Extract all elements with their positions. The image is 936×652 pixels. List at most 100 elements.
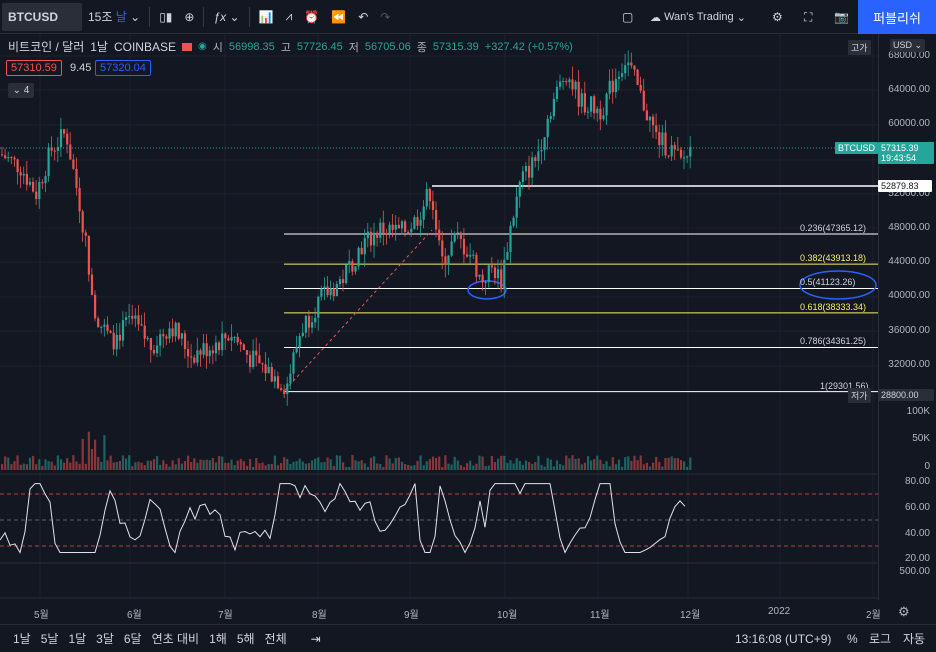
- templates-button[interactable]: ⩘: [280, 0, 299, 34]
- volume-bar: [10, 464, 13, 470]
- volume-bar: [670, 456, 673, 470]
- time-tick: 5월: [34, 610, 49, 621]
- price-tick: 60000.00: [888, 118, 930, 129]
- auto-toggle[interactable]: 자동: [903, 632, 926, 646]
- goto-date-icon[interactable]: ⇥: [310, 631, 321, 646]
- candle-body: [614, 78, 617, 93]
- sell-price-button[interactable]: 57310.59: [6, 60, 62, 76]
- candle-body: [137, 315, 140, 325]
- candle-body: [571, 79, 574, 90]
- range-button[interactable]: 3달: [96, 632, 114, 646]
- candle-body: [568, 79, 571, 83]
- volume-bar: [391, 463, 394, 470]
- price-axis[interactable]: 68000.0064000.0060000.0056000.0052000.00…: [878, 34, 936, 600]
- fullscreen-button[interactable]: ⛶: [798, 0, 818, 34]
- volume-bar: [531, 463, 534, 470]
- candle-body: [38, 182, 41, 200]
- candle-body: [552, 98, 555, 117]
- high-value: 57726.45: [296, 40, 343, 53]
- candle-body: [596, 108, 599, 114]
- financials-button[interactable]: 📊: [253, 0, 280, 34]
- snapshot-button[interactable]: 📷: [828, 0, 855, 34]
- volume-bar: [335, 455, 338, 470]
- settings-button[interactable]: ⚙: [766, 0, 789, 34]
- volume-bar: [652, 462, 655, 470]
- alert-button[interactable]: ⏰: [298, 0, 325, 34]
- bar-style-button[interactable]: ▯▮: [153, 0, 178, 34]
- publish-button[interactable]: 퍼블리쉬: [858, 0, 936, 34]
- clock-time[interactable]: 13:16:08 (UTC+9): [735, 631, 832, 646]
- currency-selector[interactable]: USD ⌄: [890, 39, 926, 52]
- volume-bar: [559, 464, 562, 470]
- volume-bar: [44, 459, 47, 470]
- price-tick: 48000.00: [888, 222, 930, 233]
- volume-bar: [13, 461, 16, 470]
- volume-bar: [314, 458, 317, 470]
- candle-body: [673, 145, 676, 150]
- candle-body: [689, 146, 692, 157]
- range-button[interactable]: 1달: [68, 632, 87, 646]
- price-chart[interactable]: [0, 34, 878, 600]
- candle-body: [599, 108, 602, 120]
- candle-body: [385, 233, 388, 235]
- volume-bar: [289, 463, 292, 470]
- range-button[interactable]: 1해: [209, 632, 227, 646]
- candle-body: [146, 338, 149, 340]
- volume-bar: [47, 461, 50, 470]
- indicators-toggle[interactable]: ⌄ 4: [8, 83, 34, 98]
- fib-level-label: 0.382(43913.18): [800, 253, 867, 264]
- symbol-name[interactable]: 비트코인 / 달러: [8, 40, 85, 54]
- symbol-search[interactable]: BTCUSD: [2, 2, 82, 31]
- volume-bar: [94, 439, 97, 470]
- volume-bar: [87, 431, 90, 470]
- range-button[interactable]: 전체: [264, 632, 287, 646]
- candle-body: [431, 201, 435, 210]
- volume-bar: [664, 457, 667, 470]
- volume-bar: [658, 461, 661, 470]
- price-tick: 68000.00: [888, 50, 930, 61]
- candle-body: [627, 62, 630, 66]
- volume-bar: [388, 458, 391, 470]
- buy-price-button[interactable]: 57320.04: [95, 60, 151, 76]
- volume-bar: [593, 459, 596, 470]
- volume-bar: [506, 462, 509, 470]
- range-button[interactable]: 5날: [40, 632, 59, 646]
- percent-toggle[interactable]: %: [847, 631, 858, 646]
- axis-settings-button[interactable]: ⚙: [898, 604, 910, 620]
- undo-button[interactable]: ↶: [352, 0, 374, 34]
- range-button[interactable]: 5해: [236, 632, 255, 646]
- rewind-icon: ⏪: [331, 9, 347, 24]
- candle-body: [404, 221, 407, 233]
- range-button[interactable]: 6달: [123, 632, 142, 646]
- candle-body: [509, 225, 512, 252]
- log-toggle[interactable]: 로그: [869, 632, 892, 646]
- indicators-button[interactable]: ƒx ⌄: [207, 0, 245, 34]
- redo-button[interactable]: ↷: [374, 0, 396, 34]
- interval-value: 15조: [88, 10, 113, 24]
- layout-menu[interactable]: ☁ Wan's Trading ⌄: [650, 0, 746, 34]
- range-button[interactable]: 연초 대비: [151, 632, 200, 646]
- chevron-down-icon: ⌄: [130, 9, 141, 24]
- volume-bar: [25, 464, 28, 470]
- candle-body: [633, 65, 636, 70]
- volume-bar: [143, 465, 146, 470]
- candle-body: [245, 350, 249, 355]
- volume-bar: [28, 457, 32, 470]
- candle-body: [239, 342, 242, 345]
- candle-body: [531, 157, 534, 178]
- candle-body: [419, 219, 422, 226]
- volume-bar: [521, 464, 524, 470]
- compare-button[interactable]: ⊕: [178, 0, 200, 34]
- layout-toggle-button[interactable]: ▢: [616, 0, 639, 34]
- volume-bar: [183, 461, 187, 470]
- candle-body: [149, 338, 152, 351]
- replay-button[interactable]: ⏪: [325, 0, 352, 34]
- volume-bar: [326, 457, 329, 470]
- time-tick: 8월: [312, 610, 327, 621]
- candle-body: [47, 147, 50, 177]
- candle-body: [94, 294, 97, 319]
- range-button[interactable]: 1날: [13, 632, 31, 646]
- volume-bar: [7, 457, 10, 470]
- interval-selector[interactable]: 15조 날 ⌄: [82, 0, 146, 34]
- square-icon: ▢: [622, 10, 634, 24]
